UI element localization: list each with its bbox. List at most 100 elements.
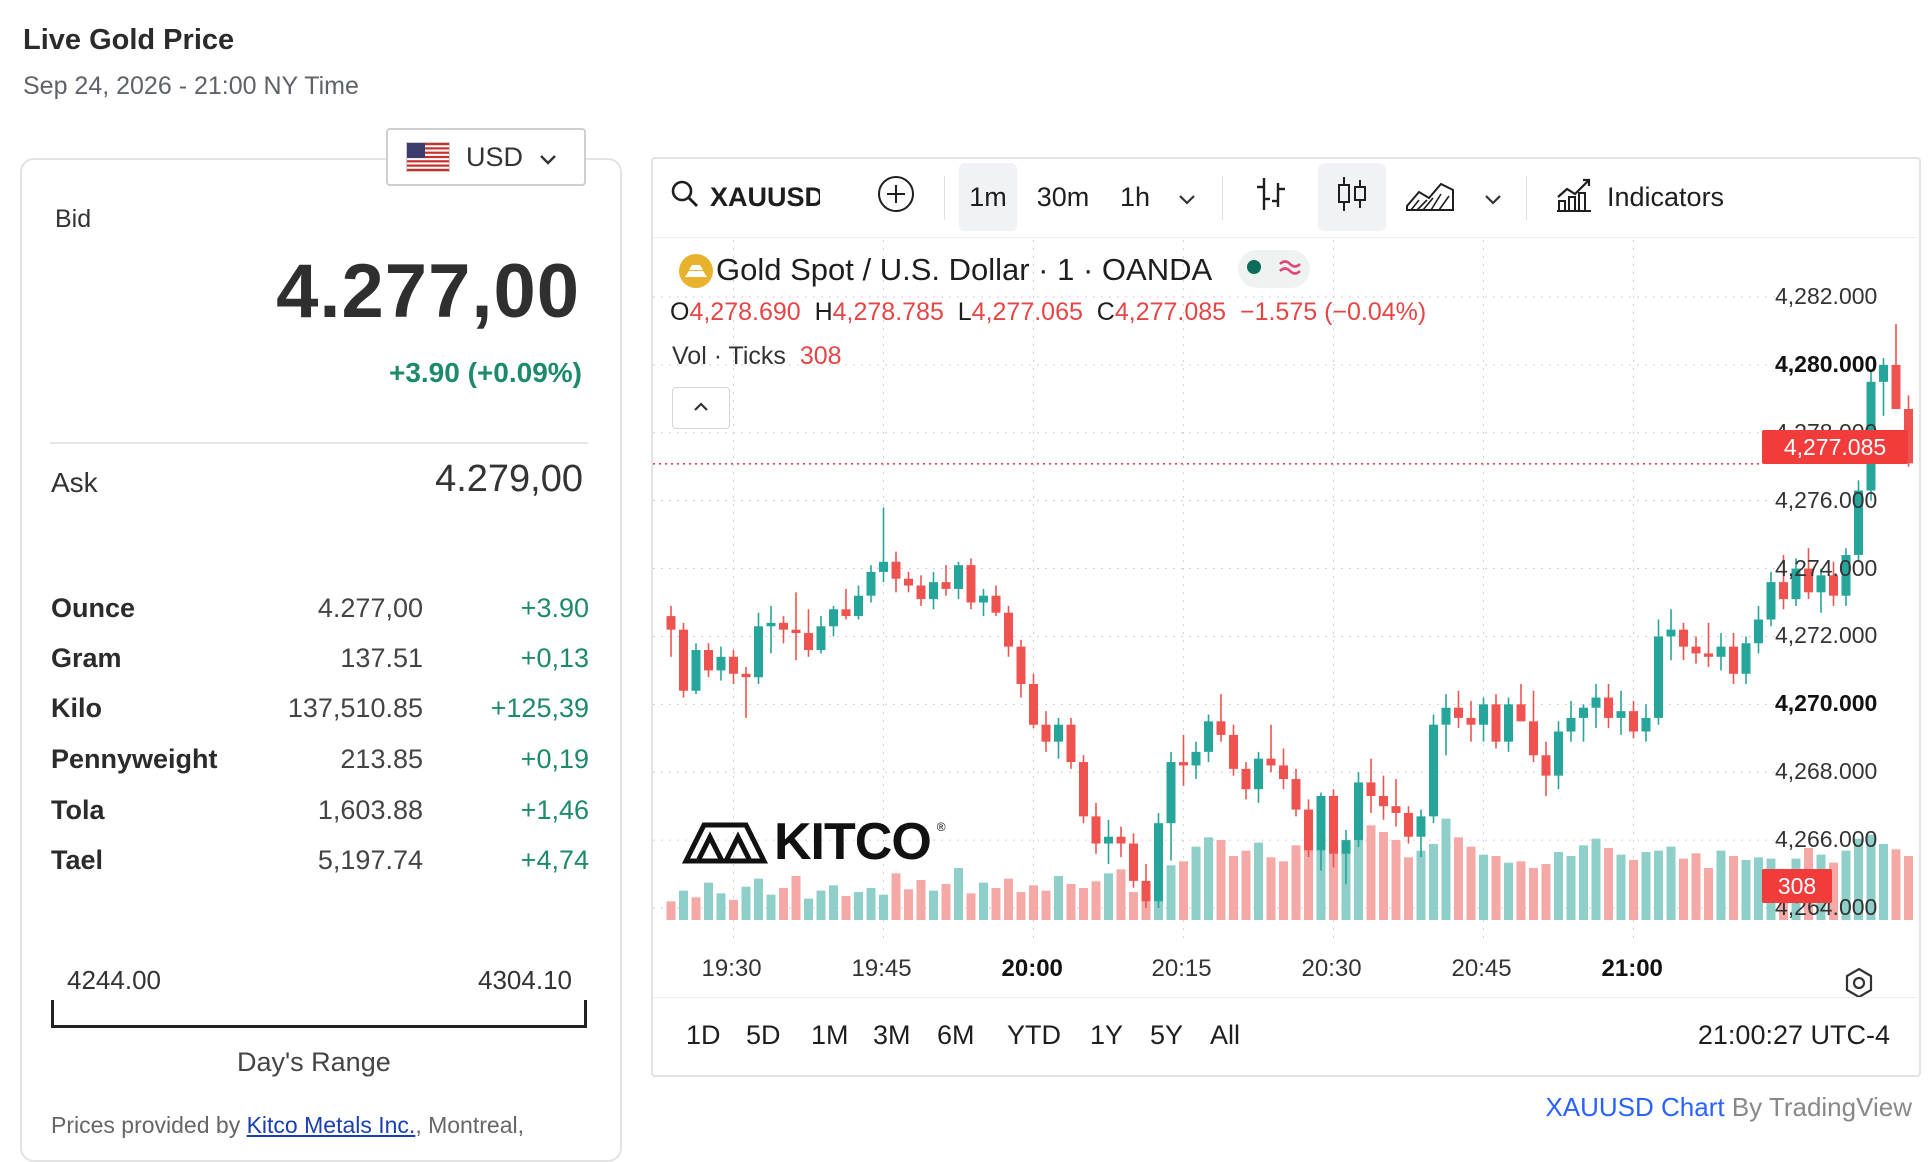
volume-bar <box>1216 840 1226 920</box>
candle <box>1841 548 1851 606</box>
bar-style-button[interactable] <box>1249 163 1293 231</box>
timeframe-all[interactable]: All <box>1210 1020 1241 1050</box>
symbol-text: XAUUSD <box>710 181 820 212</box>
candle <box>1191 741 1201 780</box>
candle <box>1629 700 1638 739</box>
candle <box>1754 605 1763 654</box>
volume-bar <box>1666 846 1676 920</box>
indicators-button[interactable]: Indicators <box>1555 163 1724 231</box>
volume-bar <box>991 888 1001 920</box>
unit-name: Tael <box>51 845 104 875</box>
timeframe-3m[interactable]: 3M <box>873 1020 911 1050</box>
candle <box>966 558 976 610</box>
candle <box>1679 622 1688 661</box>
ohlc-bars-icon <box>1254 175 1288 220</box>
volume-bar <box>1604 848 1613 920</box>
chevron-down-icon <box>1484 182 1502 213</box>
unit-price: 213.85 <box>340 744 423 774</box>
candle <box>1341 829 1351 885</box>
market-open-dot-icon <box>1246 259 1262 280</box>
collapse-legend-button[interactable] <box>672 387 730 429</box>
candle <box>1091 802 1101 854</box>
delayed-data-icon <box>1278 258 1302 281</box>
volume-bar <box>666 901 676 920</box>
candle <box>1316 792 1326 871</box>
us-flag-icon <box>406 142 450 172</box>
volume-bar <box>1404 857 1413 920</box>
timeframe-1y[interactable]: 1Y <box>1090 1020 1124 1050</box>
volume-bar <box>791 876 801 920</box>
candle <box>1579 704 1588 742</box>
volume-legend: Vol · Ticks 308 <box>672 342 842 371</box>
interval-30m[interactable]: 30m <box>1036 181 1090 212</box>
candle <box>1791 558 1801 606</box>
candle <box>1129 833 1138 888</box>
volume-bar <box>904 889 913 920</box>
price-chart[interactable] <box>653 240 1917 997</box>
chart-clock[interactable]: 21:00:27 UTC-4 <box>1697 1020 1890 1050</box>
timeframe-6m[interactable]: 6M <box>937 1020 975 1050</box>
volume-bar <box>1291 845 1301 920</box>
candle <box>1816 568 1826 613</box>
candles-style-button[interactable] <box>1318 163 1386 231</box>
high-value: 4,278.785 <box>832 298 944 326</box>
candle <box>816 616 826 654</box>
unit-price: 5,197.74 <box>317 845 423 875</box>
volume-bar <box>1441 818 1451 920</box>
provider-link[interactable]: Kitco Metals Inc. <box>246 1112 416 1138</box>
x-tick-label: 19:45 <box>851 955 912 982</box>
candle <box>1241 762 1251 800</box>
volume-bar <box>1241 850 1251 920</box>
low-value: 4,277.065 <box>971 298 1083 326</box>
volume-bar <box>1491 856 1501 920</box>
candle <box>1204 714 1213 763</box>
unit-row: Tola 1,603.88 +1,46 <box>51 795 591 835</box>
candle <box>1891 324 1901 409</box>
volume-bar <box>1466 846 1476 920</box>
candle <box>766 605 776 654</box>
provider-prefix: Prices provided by <box>51 1112 247 1138</box>
x-tick-label: 21:00 <box>1601 955 1663 982</box>
currency-select[interactable]: USD <box>386 128 586 186</box>
unit-name: Gram <box>51 643 122 673</box>
candle <box>704 643 713 678</box>
chart-legend-title: Gold Spot / U.S. Dollar · 1 · OANDA <box>716 252 1213 287</box>
volume-bar <box>954 868 963 920</box>
volume-bar <box>1616 854 1626 920</box>
interval-1m[interactable]: 1m <box>959 163 1017 231</box>
volume-bar <box>1579 845 1588 920</box>
candle <box>1266 724 1276 773</box>
volume-bar <box>1079 888 1088 920</box>
volume-bar <box>1716 850 1726 920</box>
ask-price: 4.279,00 <box>435 458 583 500</box>
page-title: Live Gold Price <box>23 24 235 56</box>
volume-bar <box>1066 884 1076 920</box>
candle <box>1066 717 1076 769</box>
interval-1h[interactable]: 1h <box>1119 181 1151 212</box>
interval-menu-button[interactable] <box>1178 163 1196 231</box>
volume-bar <box>1329 824 1338 920</box>
unit-row: Tael 5,197.74 +4,74 <box>51 845 591 885</box>
candle <box>804 609 813 657</box>
timeframe-5d[interactable]: 5D <box>746 1020 781 1050</box>
credit-link[interactable]: XAUUSD Chart <box>1545 1092 1725 1122</box>
timeframe-ytd[interactable]: YTD <box>1007 1020 1061 1050</box>
volume-bar <box>1829 862 1838 920</box>
timeframe-1d[interactable]: 1D <box>686 1020 721 1050</box>
volume-bar <box>1879 844 1888 920</box>
compare-button[interactable] <box>876 163 916 231</box>
symbol-search[interactable]: XAUUSD <box>670 163 820 231</box>
timeframe-1m[interactable]: 1M <box>811 1020 849 1050</box>
chart-type-menu-button[interactable] <box>1484 163 1502 231</box>
candle <box>1854 480 1863 562</box>
candle <box>1516 683 1526 722</box>
volume-bar <box>1191 846 1201 920</box>
settings-icon[interactable] <box>1842 966 1876 1005</box>
timeframe-5y[interactable]: 5Y <box>1150 1020 1184 1050</box>
area-style-button[interactable] <box>1402 163 1458 231</box>
x-tick-label: 20:15 <box>1151 955 1212 982</box>
x-tick-label: 20:00 <box>1001 955 1063 982</box>
market-status-badge[interactable] <box>1238 250 1310 288</box>
candle <box>929 571 938 610</box>
volume-bar <box>1204 837 1213 920</box>
